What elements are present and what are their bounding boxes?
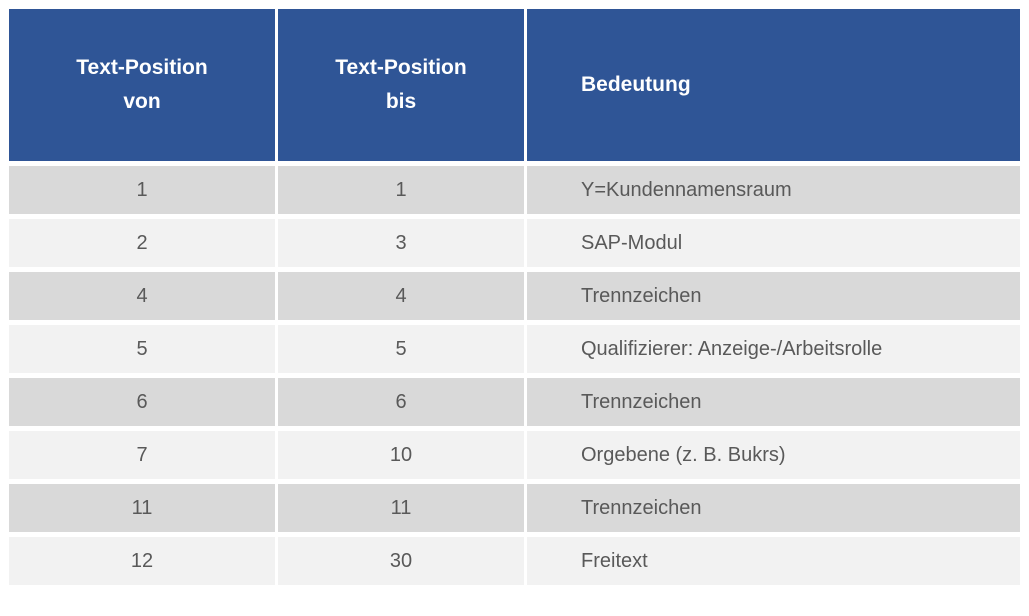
cell-bedeutung: Trennzeichen bbox=[527, 378, 1020, 426]
table-row: 6 6 Trennzeichen bbox=[9, 378, 1020, 426]
cell-bedeutung: Freitext bbox=[527, 537, 1020, 585]
cell-bis: 4 bbox=[278, 272, 524, 320]
text-position-table: Text-Position von Text-Position bis Bede… bbox=[6, 4, 1023, 590]
cell-bedeutung: Qualifizierer: Anzeige-/Arbeitsrolle bbox=[527, 325, 1020, 373]
column-header-bedeutung-line1: Bedeutung bbox=[581, 73, 691, 96]
cell-von: 6 bbox=[9, 378, 275, 426]
table-header-row: Text-Position von Text-Position bis Bede… bbox=[9, 9, 1020, 161]
cell-bis: 1 bbox=[278, 166, 524, 214]
column-header-von-line1: Text-Position bbox=[76, 56, 208, 79]
cell-bis: 11 bbox=[278, 484, 524, 532]
table-row: 12 30 Freitext bbox=[9, 537, 1020, 585]
cell-bis: 3 bbox=[278, 219, 524, 267]
table-row: 7 10 Orgebene (z. B. Bukrs) bbox=[9, 431, 1020, 479]
cell-von: 2 bbox=[9, 219, 275, 267]
table-row: 5 5 Qualifizierer: Anzeige-/Arbeitsrolle bbox=[9, 325, 1020, 373]
cell-von: 5 bbox=[9, 325, 275, 373]
cell-bis: 30 bbox=[278, 537, 524, 585]
cell-bedeutung: Y=Kundennamensraum bbox=[527, 166, 1020, 214]
column-header-bis-line1: Text-Position bbox=[335, 56, 467, 79]
column-header-bedeutung: Bedeutung bbox=[527, 9, 1020, 161]
cell-von: 1 bbox=[9, 166, 275, 214]
cell-von: 12 bbox=[9, 537, 275, 585]
column-header-von: Text-Position von bbox=[9, 9, 275, 161]
cell-bedeutung: Trennzeichen bbox=[527, 484, 1020, 532]
table-body: 1 1 Y=Kundennamensraum 2 3 SAP-Modul 4 4… bbox=[9, 166, 1020, 585]
table-row: 1 1 Y=Kundennamensraum bbox=[9, 166, 1020, 214]
column-header-bis-line2: bis bbox=[385, 90, 417, 113]
table-row: 4 4 Trennzeichen bbox=[9, 272, 1020, 320]
column-header-bis: Text-Position bis bbox=[278, 9, 524, 161]
cell-von: 11 bbox=[9, 484, 275, 532]
cell-bedeutung: SAP-Modul bbox=[527, 219, 1020, 267]
cell-bis: 5 bbox=[278, 325, 524, 373]
cell-bedeutung: Trennzeichen bbox=[527, 272, 1020, 320]
cell-bis: 10 bbox=[278, 431, 524, 479]
cell-bis: 6 bbox=[278, 378, 524, 426]
cell-von: 7 bbox=[9, 431, 275, 479]
column-header-von-line2: von bbox=[123, 90, 161, 113]
table-row: 2 3 SAP-Modul bbox=[9, 219, 1020, 267]
table-row: 11 11 Trennzeichen bbox=[9, 484, 1020, 532]
cell-von: 4 bbox=[9, 272, 275, 320]
cell-bedeutung: Orgebene (z. B. Bukrs) bbox=[527, 431, 1020, 479]
